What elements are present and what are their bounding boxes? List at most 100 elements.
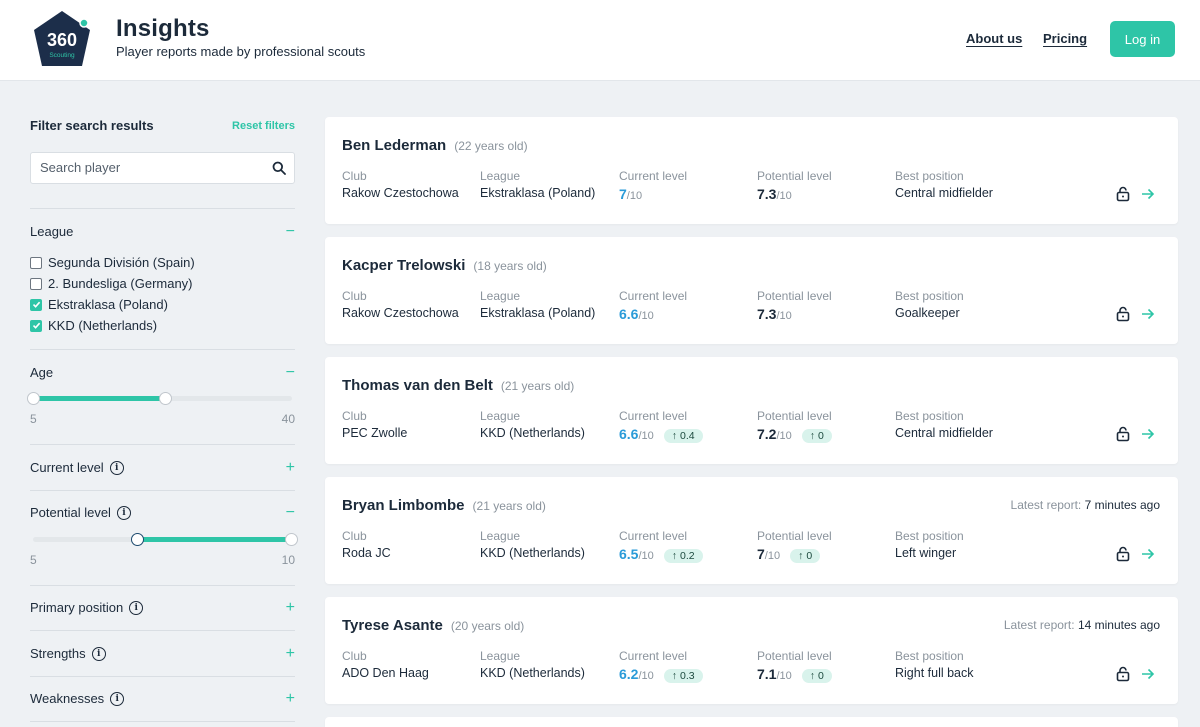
league-field: League Ekstraklasa (Poland) — [480, 169, 596, 200]
league-option-kkd[interactable]: KKD (Netherlands) — [30, 318, 157, 333]
player-name: Ben Lederman (22 years old) — [342, 137, 528, 154]
arrow-up-icon: ↑ — [798, 550, 804, 562]
level-change-badge: ↑ 0.3 — [663, 669, 703, 683]
divider — [30, 630, 295, 631]
potential-level-slider[interactable] — [33, 533, 298, 546]
arrow-right-icon[interactable] — [1141, 308, 1155, 320]
player-card-tyrese-asante[interactable]: Tyrese Asante (20 years old) Latest repor… — [325, 597, 1178, 704]
age-max-handle[interactable] — [159, 392, 172, 405]
club-field: Club PEC Zwolle — [342, 409, 408, 440]
checkbox-checked[interactable] — [30, 298, 42, 311]
league-option-ekstraklasa[interactable]: Ekstraklasa (Poland) — [30, 297, 168, 312]
checkbox-checked[interactable] — [30, 319, 42, 332]
divider — [30, 444, 295, 445]
club-field: Club Rakow Czestochowa — [342, 289, 459, 320]
weaknesses-expand-toggle[interactable]: + — [285, 690, 295, 707]
checkbox[interactable] — [30, 256, 42, 269]
level-change-badge: ↑ 0 — [801, 429, 832, 443]
lock-icon — [1116, 546, 1130, 562]
arrow-up-icon: ↑ — [671, 430, 678, 442]
player-card-ben-lederman[interactable]: Ben Lederman (22 years old) Club Rakow Cze… — [325, 117, 1178, 224]
arrow-right-icon[interactable] — [1141, 668, 1155, 680]
player-card-bryan-limbombe[interactable]: Bryan Limbombe (21 years old) Latest repo… — [325, 477, 1178, 584]
nav-about-link[interactable]: About us — [966, 31, 1023, 46]
search-player-input[interactable] — [40, 160, 260, 175]
level-change-badge: ↑ 0.2 — [663, 549, 703, 563]
info-icon[interactable]: i — [109, 460, 124, 475]
league-filter-title: League — [30, 224, 74, 239]
club-field: Club ADO Den Haag — [342, 649, 429, 680]
player-age: (21 years old) — [472, 499, 546, 513]
login-button[interactable]: Log in — [1110, 21, 1175, 57]
arrow-right-icon[interactable] — [1141, 548, 1155, 560]
divider — [30, 721, 295, 722]
info-icon[interactable]: i — [110, 691, 125, 706]
potential-level-filter-title: Potential level i — [30, 505, 131, 520]
filter-title: Filter search results — [30, 118, 154, 133]
search-icon[interactable] — [272, 161, 286, 175]
player-name: Thomas van den Belt (21 years old) — [342, 377, 575, 394]
level-change-badge: ↑ 0 — [790, 549, 821, 563]
league-option-label: KKD (Netherlands) — [48, 318, 158, 333]
league-collapse-toggle[interactable]: − — [285, 223, 295, 240]
best-position-field: Best position Central midfielder — [895, 409, 993, 440]
brand-title: Insights — [116, 15, 210, 42]
divider — [30, 490, 295, 491]
player-name: Bryan Limbombe (21 years old) — [342, 497, 546, 514]
player-card-thomas-van-den-belt[interactable]: Thomas van den Belt (21 years old) Club PE… — [325, 357, 1178, 464]
potential-min-handle[interactable] — [131, 533, 144, 546]
divider — [30, 585, 295, 586]
arrow-right-icon[interactable] — [1141, 428, 1155, 440]
current-level-field: Current level 6.6/10 ↑ 0.4 — [619, 409, 703, 443]
search-player-box — [30, 152, 295, 184]
potential-level-field: Potential level 7.3/10 — [757, 289, 832, 322]
lock-icon — [1116, 666, 1130, 682]
primary-position-expand-toggle[interactable]: + — [285, 599, 295, 616]
age-collapse-toggle[interactable]: − — [285, 364, 295, 381]
info-icon[interactable]: i — [116, 505, 131, 520]
logo-text: 360 — [47, 30, 77, 50]
league-option-bundesliga[interactable]: 2. Bundesliga (Germany) — [30, 276, 193, 291]
checkbox[interactable] — [30, 277, 42, 290]
strengths-expand-toggle[interactable]: + — [285, 645, 295, 662]
lock-icon — [1116, 186, 1130, 202]
logo-icon[interactable]: 360 Scouting — [30, 8, 94, 72]
player-age: (22 years old) — [454, 139, 528, 153]
potential-level-field: Potential level 7.2/10 ↑ 0 — [757, 409, 832, 443]
player-card-next[interactable] — [325, 717, 1178, 727]
player-name: Kacper Trelowski (18 years old) — [342, 257, 547, 274]
arrow-up-icon: ↑ — [809, 430, 816, 442]
player-card-kacper-trelowski[interactable]: Kacper Trelowski (18 years old) Club Rakow… — [325, 237, 1178, 344]
player-name: Tyrese Asante (20 years old) — [342, 617, 525, 634]
current-level-field: Current level 6.2/10 ↑ 0.3 — [619, 649, 703, 683]
age-filter-title: Age — [30, 365, 54, 380]
check-icon — [32, 322, 40, 329]
divider — [30, 349, 295, 350]
league-field: League Ekstraklasa (Poland) — [480, 289, 596, 320]
current-level-field: Current level 7/10 — [619, 169, 688, 202]
arrow-right-icon[interactable] — [1141, 188, 1155, 200]
potential-slider-fill — [137, 537, 292, 542]
potential-level-collapse-toggle[interactable]: − — [285, 504, 295, 521]
lock-icon — [1116, 426, 1130, 442]
info-icon[interactable]: i — [91, 646, 106, 661]
current-level-expand-toggle[interactable]: + — [285, 459, 295, 476]
age-min-handle[interactable] — [27, 392, 40, 405]
strengths-filter-title: Strengths i — [30, 646, 106, 661]
top-header: 360 Scouting Insights Player reports mad… — [0, 0, 1200, 81]
age-slider[interactable] — [27, 392, 292, 405]
nav-pricing-link[interactable]: Pricing — [1043, 31, 1088, 46]
info-icon[interactable]: i — [129, 600, 144, 615]
league-option-segunda[interactable]: Segunda División (Spain) — [30, 255, 195, 270]
arrow-up-icon: ↑ — [671, 550, 678, 562]
league-field: League KKD (Netherlands) — [480, 409, 585, 440]
potential-level-field: Potential level 7/10 ↑ 0 — [757, 529, 832, 563]
potential-max-handle[interactable] — [285, 533, 298, 546]
league-option-label: Segunda División (Spain) — [48, 255, 195, 270]
current-level-filter-title: Current level i — [30, 460, 124, 475]
league-option-label: Ekstraklasa (Poland) — [48, 297, 168, 312]
brand-subtitle: Player reports made by professional scou… — [116, 44, 366, 59]
current-level-field: Current level 6.6/10 — [619, 289, 688, 322]
weaknesses-filter-title: Weaknesses i — [30, 691, 125, 706]
reset-filters-link[interactable]: Reset filters — [232, 120, 295, 132]
